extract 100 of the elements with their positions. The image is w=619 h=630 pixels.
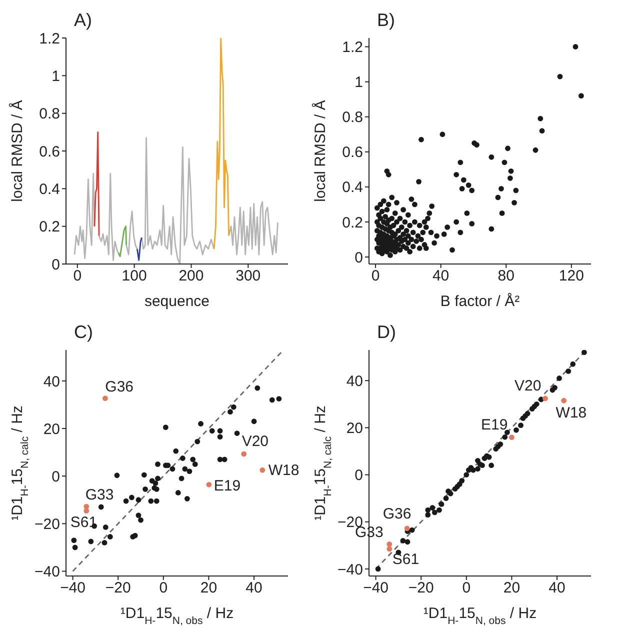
x-tick-label: 0 [371,268,380,285]
point [404,539,410,545]
point [502,434,508,440]
x-tick-label: 20 [503,580,520,597]
x-axis-title: sequence [144,293,210,310]
point [386,542,392,547]
point [194,438,200,444]
point [198,421,204,426]
x-tick-label: 40 [432,268,450,285]
point [438,502,444,507]
point [524,410,530,416]
y-tick-label: 0.2 [342,214,363,232]
y-tick-label: 0.4 [39,180,60,198]
point [141,472,147,478]
point [425,512,431,518]
point [102,396,108,401]
y-tick-label: 0 [354,249,363,266]
annotation: W18 [556,404,587,422]
point [234,430,240,436]
y-tick-label: 0.2 [39,218,60,236]
point [432,510,438,516]
point [154,498,160,504]
y-tick-label: 1 [52,68,60,85]
point [404,526,410,532]
x-tick-label: −20 [408,580,434,597]
point [72,544,78,550]
point [400,538,406,544]
y-tick-label: −40 [338,561,363,578]
point [459,478,465,484]
y-tick-label: −20 [34,516,60,533]
point [542,396,548,402]
x-tick-label: −20 [105,580,131,597]
point [552,384,558,390]
point [375,566,381,572]
point [102,540,108,546]
point [582,350,587,356]
point [514,427,519,433]
point [107,534,113,540]
point [152,480,158,486]
point [162,424,168,430]
point [136,512,142,518]
y-tick-label: 0.4 [342,179,363,196]
y-tick-label: 20 [43,420,60,438]
point [260,467,266,473]
line-series [94,131,100,236]
line-series [118,226,128,258]
chart-title: D) [377,322,396,343]
x-tick-label: 120 [558,268,584,285]
point [504,430,510,436]
x-axis-title: ¹D1$_{H-}$15$_{N, obs}$ / Hz [120,605,234,627]
x-tick-label: 20 [200,580,218,597]
point [186,468,192,474]
point [180,456,186,461]
point [230,404,236,410]
x-tick-label: 200 [178,268,204,285]
annotation: S61 [70,514,98,531]
point [430,505,436,510]
y-tick-label: 0.6 [342,144,363,162]
annotation: E19 [214,478,241,495]
chart-title: B) [377,10,395,31]
point [192,461,198,467]
point [217,434,223,440]
line-series [136,236,142,261]
chart-title: C) [74,322,93,343]
annotation: S61 [392,550,420,568]
x-tick-label: 100 [122,268,147,285]
point [175,490,181,496]
point [222,456,228,462]
point [475,466,480,472]
y-tick-label: −40 [34,564,60,581]
point [566,368,572,374]
point [206,482,212,488]
point [217,456,223,462]
point [448,490,454,496]
y-tick-label: 40 [43,373,60,390]
point [436,507,442,513]
point [123,498,129,504]
point [409,527,415,533]
point [217,428,223,434]
point [241,451,247,457]
x-tick-label: 40 [246,580,262,597]
point [84,508,90,514]
y-tick-label: 1 [354,74,363,92]
point [470,467,476,473]
point [114,472,120,478]
y-tick-label: 0 [52,468,60,486]
y-tick-label: 0.8 [342,109,363,126]
y-tick-label: 40 [346,372,363,390]
point [269,397,275,403]
point [228,409,233,415]
annotation: E19 [481,416,508,434]
x-axis-title: B factor / Å² [440,292,520,310]
chart-title: A) [74,10,92,31]
point [155,476,160,482]
point [480,462,485,468]
point [570,361,576,367]
point [561,398,567,404]
point [148,498,154,504]
annotation: V20 [514,377,542,394]
x-tick-label: 40 [548,580,566,597]
